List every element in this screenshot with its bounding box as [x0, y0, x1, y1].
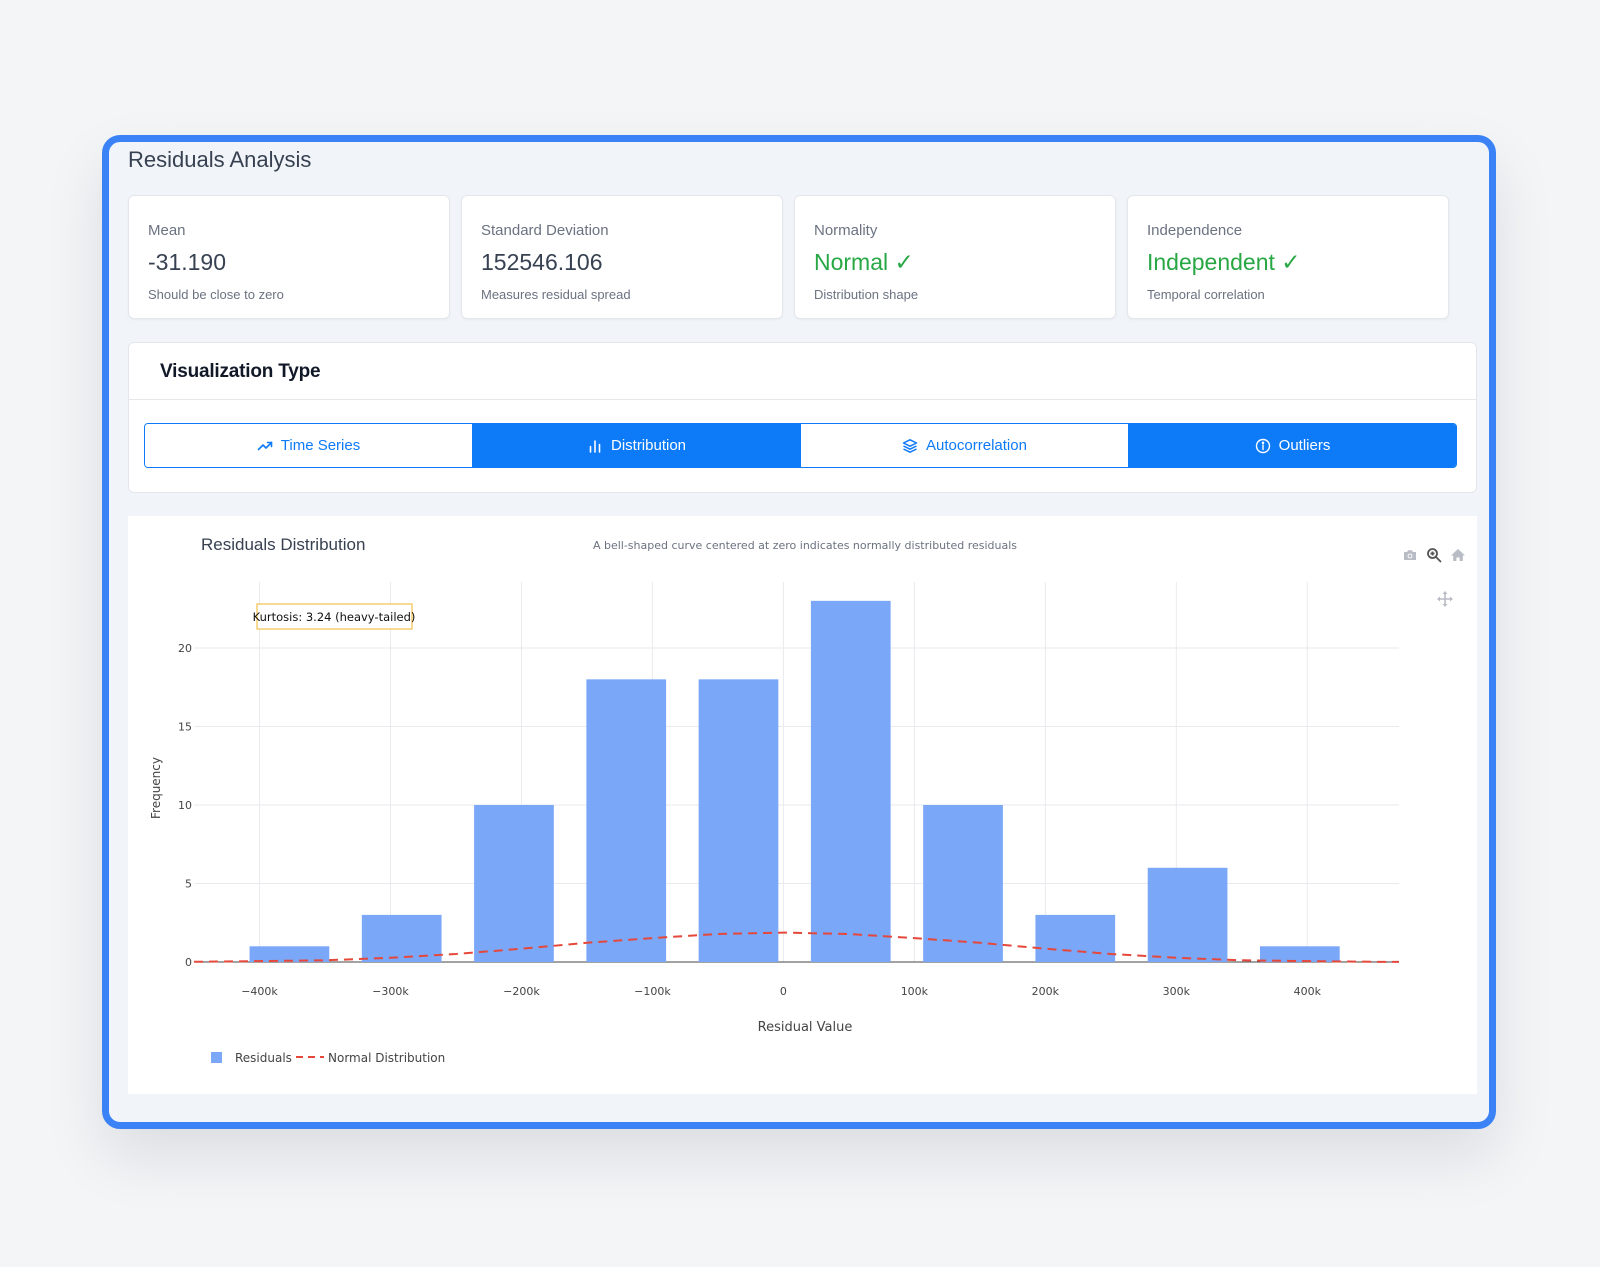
x-tick-label: 0 — [780, 985, 787, 998]
stat-label: Normality — [814, 222, 878, 239]
home-icon[interactable] — [1449, 546, 1467, 564]
info-circle-icon — [1255, 438, 1270, 453]
tab-label: Outliers — [1278, 437, 1331, 454]
tab-label: Autocorrelation — [926, 437, 1027, 454]
visualization-type-card: Visualization Type Time Series Distribut… — [128, 342, 1477, 493]
normal-distribution-line — [193, 931, 1400, 963]
visualization-type-title: Visualization Type — [129, 343, 1476, 400]
page-title: Residuals Analysis — [128, 147, 312, 172]
y-tick-label: 15 — [178, 720, 192, 733]
zoom-icon[interactable] — [1425, 546, 1443, 564]
x-tick-label: 100k — [901, 985, 929, 998]
x-tick-label: −100k — [634, 985, 671, 998]
kurtosis-annotation: Kurtosis: 3.24 (heavy-tailed) — [253, 603, 416, 630]
histogram-bar — [474, 804, 554, 962]
y-tick-label: 10 — [178, 799, 192, 812]
histogram-bar — [586, 679, 667, 962]
stat-label: Independence — [1147, 222, 1243, 239]
histogram-bar — [249, 946, 330, 962]
stat-description: Temporal correlation — [1147, 287, 1265, 302]
y-tick-label: 5 — [185, 877, 192, 890]
pan-icon[interactable] — [1436, 590, 1454, 608]
histogram-bar — [810, 600, 891, 962]
histogram-bar — [1035, 914, 1116, 962]
stat-card-mean: Mean -31.190 Should be close to zero — [128, 195, 450, 319]
stat-description: Distribution shape — [814, 287, 919, 302]
camera-icon[interactable] — [1401, 546, 1419, 564]
annotation-text: Kurtosis: 3.24 (heavy-tailed) — [253, 610, 416, 624]
tab-autocorrelation[interactable]: Autocorrelation — [801, 424, 1129, 467]
chart-title: Residuals Distribution — [201, 535, 365, 554]
stat-value: Independent ✓ — [1147, 249, 1301, 275]
stat-card-std-dev: Standard Deviation 152546.106 Measures r… — [461, 195, 783, 319]
histogram-bar — [361, 914, 442, 962]
x-tick-label: 200k — [1032, 985, 1060, 998]
chart-normal-curve — [193, 931, 1400, 963]
chart-plot: Residuals Distribution A bell-shaped cur… — [149, 535, 1400, 1065]
annotation-box — [256, 603, 413, 630]
stat-card-independence: Independence Independent ✓ Temporal corr… — [1127, 195, 1449, 319]
legend-label-residuals[interactable]: Residuals — [235, 1051, 292, 1065]
residuals-distribution-chart: Residuals Distribution A bell-shaped cur… — [128, 516, 1477, 1094]
stat-value: Normal ✓ — [814, 249, 914, 275]
tab-distribution[interactable]: Distribution — [473, 424, 801, 467]
x-tick-label: −400k — [241, 985, 278, 998]
x-tick-label: −200k — [503, 985, 540, 998]
stat-description: Measures residual spread — [481, 287, 631, 302]
tab-label: Distribution — [610, 437, 687, 454]
legend-label-normal[interactable]: Normal Distribution — [328, 1051, 445, 1065]
bar-chart-icon — [589, 439, 601, 453]
tab-label: Time Series — [280, 437, 361, 454]
x-tick-label: 400k — [1294, 985, 1322, 998]
chart-modebar — [1401, 546, 1467, 564]
histogram-bar — [698, 679, 779, 962]
chart-legend: Residuals Normal Distribution — [211, 1051, 445, 1065]
x-tick-label: −300k — [372, 985, 409, 998]
stat-label: Standard Deviation — [481, 222, 609, 239]
stat-card-normality: Normality Normal ✓ Distribution shape — [794, 195, 1116, 319]
stat-description: Should be close to zero — [148, 287, 284, 302]
residuals-panel: Residuals Analysis Mean -31.190 Should b… — [102, 135, 1496, 1129]
legend-swatch-residuals[interactable] — [211, 1052, 222, 1063]
x-axis-label: Residual Value — [758, 1020, 853, 1035]
histogram-bar — [1147, 867, 1228, 962]
y-axis-label: Frequency — [149, 757, 163, 819]
histogram-bar — [1259, 946, 1340, 962]
layers-icon — [902, 438, 918, 453]
chart-labels: Residuals Distribution A bell-shaped cur… — [149, 535, 1322, 1035]
tab-time-series[interactable]: Time Series — [145, 424, 473, 467]
visualization-tabs: Time Series Distribution Autocorrelation… — [144, 423, 1457, 468]
y-tick-label: 20 — [178, 642, 192, 655]
x-tick-label: 300k — [1163, 985, 1191, 998]
trending-up-icon — [257, 441, 273, 450]
stat-value: 152546.106 — [481, 249, 603, 275]
tab-outliers[interactable]: Outliers — [1129, 424, 1456, 467]
y-tick-label: 0 — [185, 956, 192, 969]
chart-grid — [194, 582, 1399, 963]
chart-bars — [249, 600, 1340, 962]
stat-value: -31.190 — [148, 249, 227, 275]
chart-subtitle: A bell-shaped curve centered at zero ind… — [593, 539, 1017, 552]
stat-label: Mean — [148, 222, 186, 239]
histogram-bar — [923, 804, 1003, 962]
